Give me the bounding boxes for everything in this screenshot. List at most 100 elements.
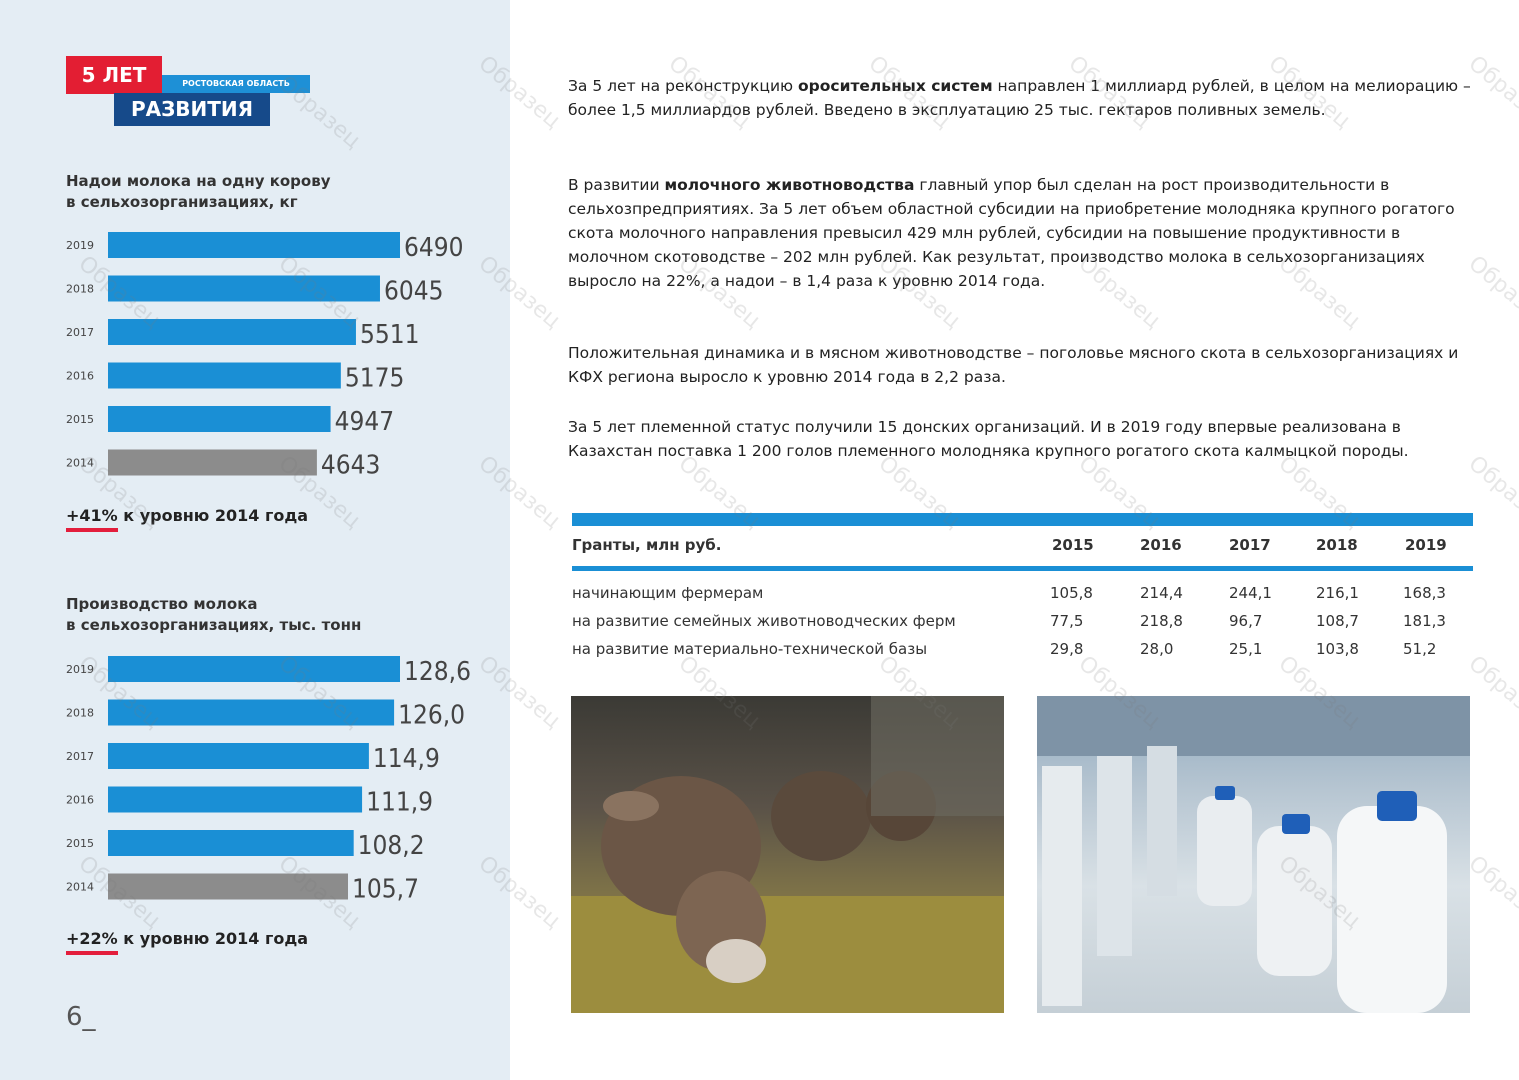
bar-year-label: 2018 — [66, 283, 94, 296]
production-growth-text: к уровню 2014 года — [123, 929, 309, 948]
bar-value-label: 6045 — [384, 277, 444, 307]
yield-bar-chart: 2019 6490 2018 6045 2017 5511 2016 5175 2015 4947… — [66, 232, 464, 481]
bar — [108, 873, 349, 900]
paragraph-dairy-text-c: главный упор был сделан на рост производ… — [568, 176, 1455, 290]
bar-value-label: 5511 — [360, 320, 420, 350]
table-row: на развитие материально-технической базы… — [572, 640, 1473, 664]
grants-table-title: Гранты, млн руб. — [572, 536, 722, 554]
table-row: начинающим фермерам 105,8 214,4 244,1 21… — [572, 584, 1473, 608]
production-chart-title-line1: Производство молока — [66, 595, 258, 613]
cell-value: 28,0 — [1140, 640, 1174, 658]
cell-value: 108,7 — [1316, 612, 1359, 630]
logo-years: 5 ЛЕТ — [66, 56, 162, 94]
production-growth-percent: +22% — [66, 929, 118, 948]
bar-value-label: 5175 — [345, 364, 405, 394]
cell-value: 214,4 — [1140, 584, 1183, 602]
bar — [108, 232, 400, 258]
yield-growth-percent: +41% — [66, 506, 118, 525]
year-header: 2015 — [1052, 536, 1094, 554]
milk-bottles-photo — [1037, 696, 1470, 1013]
production-chart-title: Производство молока в сельхозорганизация… — [66, 594, 466, 636]
bar-year-label: 2017 — [66, 750, 94, 763]
production-chart-title-line2: в сельхозорганизациях, тыс. тонн — [66, 616, 362, 634]
row-label: на развитие семейных животноводческих фе… — [572, 612, 956, 630]
yield-growth-text: к уровню 2014 года — [123, 506, 309, 525]
milk-bottles-illustration — [1037, 696, 1470, 1013]
logo-development: РАЗВИТИЯ — [114, 93, 270, 126]
logo: 5 ЛЕТ РОСТОВСКАЯ ОБЛАСТЬ РАЗВИТИЯ — [66, 56, 316, 131]
yield-chart-title: Надои молока на одну корову в сельхозорг… — [66, 171, 466, 213]
yield-growth: +41% к уровню 2014 года — [66, 506, 308, 525]
bar — [108, 319, 356, 345]
cell-value: 218,8 — [1140, 612, 1183, 630]
row-label: на развитие материально-технической базы — [572, 640, 928, 658]
cell-value: 77,5 — [1050, 612, 1084, 630]
cell-value: 216,1 — [1316, 584, 1359, 602]
paragraph-dairy: В развитии молочного животноводства глав… — [568, 173, 1483, 293]
bar-value-label: 114,9 — [373, 744, 440, 774]
bar-year-label: 2016 — [66, 794, 94, 807]
paragraph-irrigation-text-a: За 5 лет на реконструкцию — [568, 77, 798, 95]
paragraph-dairy-bold: молочного животноводства — [664, 176, 915, 194]
bar-value-label: 4947 — [335, 407, 395, 437]
bar-year-label: 2015 — [66, 837, 94, 850]
bar — [108, 406, 331, 432]
paragraph-breeding: За 5 лет племенной статус получили 15 до… — [568, 418, 1409, 460]
cell-value: 103,8 — [1316, 640, 1359, 658]
table-divider — [572, 566, 1473, 571]
paragraph-dairy-text-a: В развитии — [568, 176, 665, 194]
bar-year-label: 2014 — [66, 457, 94, 470]
bar-value-label: 4643 — [321, 451, 381, 481]
paragraph-irrigation-bold: оросительных систем — [798, 77, 993, 95]
bar — [108, 275, 380, 302]
year-header: 2016 — [1140, 536, 1182, 554]
bar — [108, 656, 400, 682]
bar — [108, 699, 395, 726]
bar — [108, 830, 354, 856]
row-label: начинающим фермерам — [572, 584, 764, 602]
cows-photo — [571, 696, 1004, 1013]
yield-chart-title-line2: в сельхозорганизациях, кг — [66, 193, 298, 211]
year-header: 2018 — [1316, 536, 1358, 554]
watermark-text: Образец — [1463, 851, 1519, 934]
table-row: на развитие семейных животноводческих фе… — [572, 612, 1473, 636]
bar-year-label: 2019 — [66, 663, 94, 676]
bar-year-label: 2017 — [66, 326, 94, 339]
paragraph-irrigation: За 5 лет на реконструкцию оросительных с… — [568, 74, 1483, 122]
bar — [108, 786, 363, 813]
year-header: 2017 — [1229, 536, 1271, 554]
cows-illustration — [571, 696, 1004, 1013]
logo-region: РОСТОВСКАЯ ОБЛАСТЬ — [162, 75, 310, 93]
cell-value: 168,3 — [1403, 584, 1446, 602]
grants-table-header: Гранты, млн руб. 2015 2016 2017 2018 201… — [572, 536, 1473, 560]
bar — [108, 743, 369, 769]
bar-value-label: 111,9 — [366, 788, 433, 818]
bar-value-label: 105,7 — [352, 875, 419, 905]
bar-value-label: 108,2 — [358, 831, 425, 861]
bar-value-label: 128,6 — [404, 657, 471, 687]
cell-value: 51,2 — [1403, 640, 1437, 658]
bar-year-label: 2014 — [66, 881, 94, 894]
yield-chart-title-line1: Надои молока на одну корову — [66, 172, 331, 190]
page-number: 6_ — [66, 1002, 96, 1032]
paragraph-meat: Положительная динамика и в мясном животн… — [568, 344, 1459, 386]
cell-value: 25,1 — [1229, 640, 1263, 658]
left-panel — [0, 0, 510, 1080]
cell-value: 244,1 — [1229, 584, 1272, 602]
cell-value: 181,3 — [1403, 612, 1446, 630]
bar-value-label: 6490 — [404, 233, 464, 263]
bar-year-label: 2019 — [66, 239, 94, 252]
bar — [108, 449, 317, 476]
cell-value: 105,8 — [1050, 584, 1093, 602]
table-top-bar — [572, 513, 1473, 526]
paragraph-irrigation-text-c: направлен 1 миллиард рублей, в целом на … — [568, 77, 1471, 119]
production-growth: +22% к уровню 2014 года — [66, 929, 308, 948]
bar-year-label: 2016 — [66, 370, 94, 383]
cell-value: 29,8 — [1050, 640, 1084, 658]
year-header: 2019 — [1405, 536, 1447, 554]
cell-value: 96,7 — [1229, 612, 1263, 630]
production-bar-chart: 2019 128,6 2018 126,0 2017 114,9 2016 111,9 2015… — [66, 656, 471, 905]
bar — [108, 362, 341, 389]
bar-value-label: 126,0 — [398, 701, 465, 731]
bar-year-label: 2015 — [66, 413, 94, 426]
